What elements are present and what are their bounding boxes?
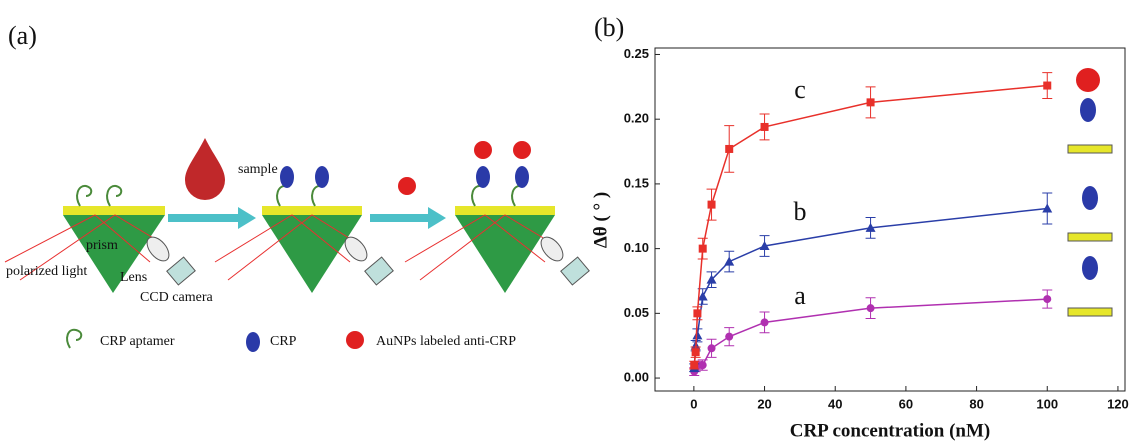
camera	[560, 256, 590, 286]
x-tick-label: 20	[757, 396, 771, 411]
plot-frame	[654, 47, 1126, 392]
marker	[693, 309, 702, 318]
label: polarized light	[6, 264, 87, 279]
marker	[691, 348, 700, 357]
panel-label: (b)	[594, 13, 624, 42]
series-label: c	[794, 75, 806, 104]
label: CCD camera	[140, 290, 213, 305]
marker	[1042, 203, 1053, 213]
marker	[725, 144, 734, 153]
marker	[866, 98, 875, 107]
inset-crp	[1080, 98, 1096, 122]
y-axis-title: Δθ ( ° )	[590, 192, 611, 248]
crp	[515, 166, 529, 188]
legend-icon	[66, 328, 83, 349]
marker	[865, 222, 876, 232]
label: Lens	[120, 270, 147, 285]
legend-text: CRP aptamer	[100, 334, 175, 349]
x-axis-title: CRP concentration (nM)	[790, 420, 991, 441]
arrow	[370, 207, 446, 229]
marker	[698, 244, 707, 253]
aptamers	[76, 184, 522, 207]
marker	[698, 361, 707, 370]
x-tick-label: 120	[1107, 396, 1129, 411]
legend-text: AuNPs labeled anti-CRP	[376, 334, 516, 349]
marker	[697, 291, 708, 301]
marker	[724, 256, 735, 266]
light-rays	[4, 214, 561, 281]
legend-text: CRP	[270, 334, 297, 349]
camera	[166, 256, 196, 286]
label: prism	[86, 238, 118, 253]
gold-film	[262, 206, 362, 215]
arrow	[168, 207, 256, 229]
prism	[262, 215, 362, 293]
prism	[455, 215, 555, 293]
marker	[1043, 81, 1052, 90]
legend-icon	[346, 331, 364, 349]
marker	[866, 304, 875, 313]
inset-crp	[1082, 256, 1098, 280]
y-tick-label: 0.20	[624, 111, 649, 126]
y-tick-label: 0.05	[624, 305, 649, 320]
crp	[476, 166, 490, 188]
marker	[706, 274, 717, 284]
inset-aunp	[1076, 68, 1100, 92]
lens	[344, 236, 368, 262]
camera	[364, 256, 394, 286]
x-tick-label: 60	[899, 396, 913, 411]
series-label: b	[794, 197, 807, 226]
inset-film	[1067, 307, 1113, 317]
marker	[725, 332, 734, 341]
y-tick-label: 0.25	[624, 46, 649, 61]
x-tick-label: 40	[828, 396, 842, 411]
panel-label: (a)	[8, 21, 37, 50]
series-label: a	[794, 281, 806, 310]
marker	[1043, 295, 1052, 304]
y-tick-label: 0.15	[624, 175, 649, 190]
x-tick-label: 80	[969, 396, 983, 411]
crp	[315, 166, 329, 188]
gold-film	[63, 206, 165, 215]
label: sample	[238, 162, 278, 177]
inset-crp	[1082, 186, 1098, 210]
marker	[692, 330, 703, 340]
crp	[280, 166, 294, 188]
marker	[707, 344, 716, 353]
prism	[63, 215, 165, 293]
marker	[760, 318, 769, 327]
lens	[540, 236, 564, 262]
x-tick-label: 100	[1036, 396, 1058, 411]
marker	[690, 361, 699, 370]
legend-icon	[246, 332, 260, 352]
y-tick-label: 0.00	[624, 369, 649, 384]
gold-film	[455, 206, 555, 215]
insets	[1067, 68, 1113, 317]
sample-drop	[185, 138, 225, 200]
x-tick-label: 0	[690, 396, 697, 411]
lens	[146, 236, 170, 262]
y-tick-label: 0.10	[624, 240, 649, 255]
aunp	[398, 177, 416, 195]
marker	[760, 122, 769, 131]
marker	[759, 241, 770, 251]
inset-film	[1067, 144, 1113, 154]
marker	[707, 200, 716, 209]
diagram: (a)	[4, 21, 590, 352]
aunp	[474, 141, 492, 159]
aunp	[513, 141, 531, 159]
inset-film	[1067, 232, 1113, 242]
